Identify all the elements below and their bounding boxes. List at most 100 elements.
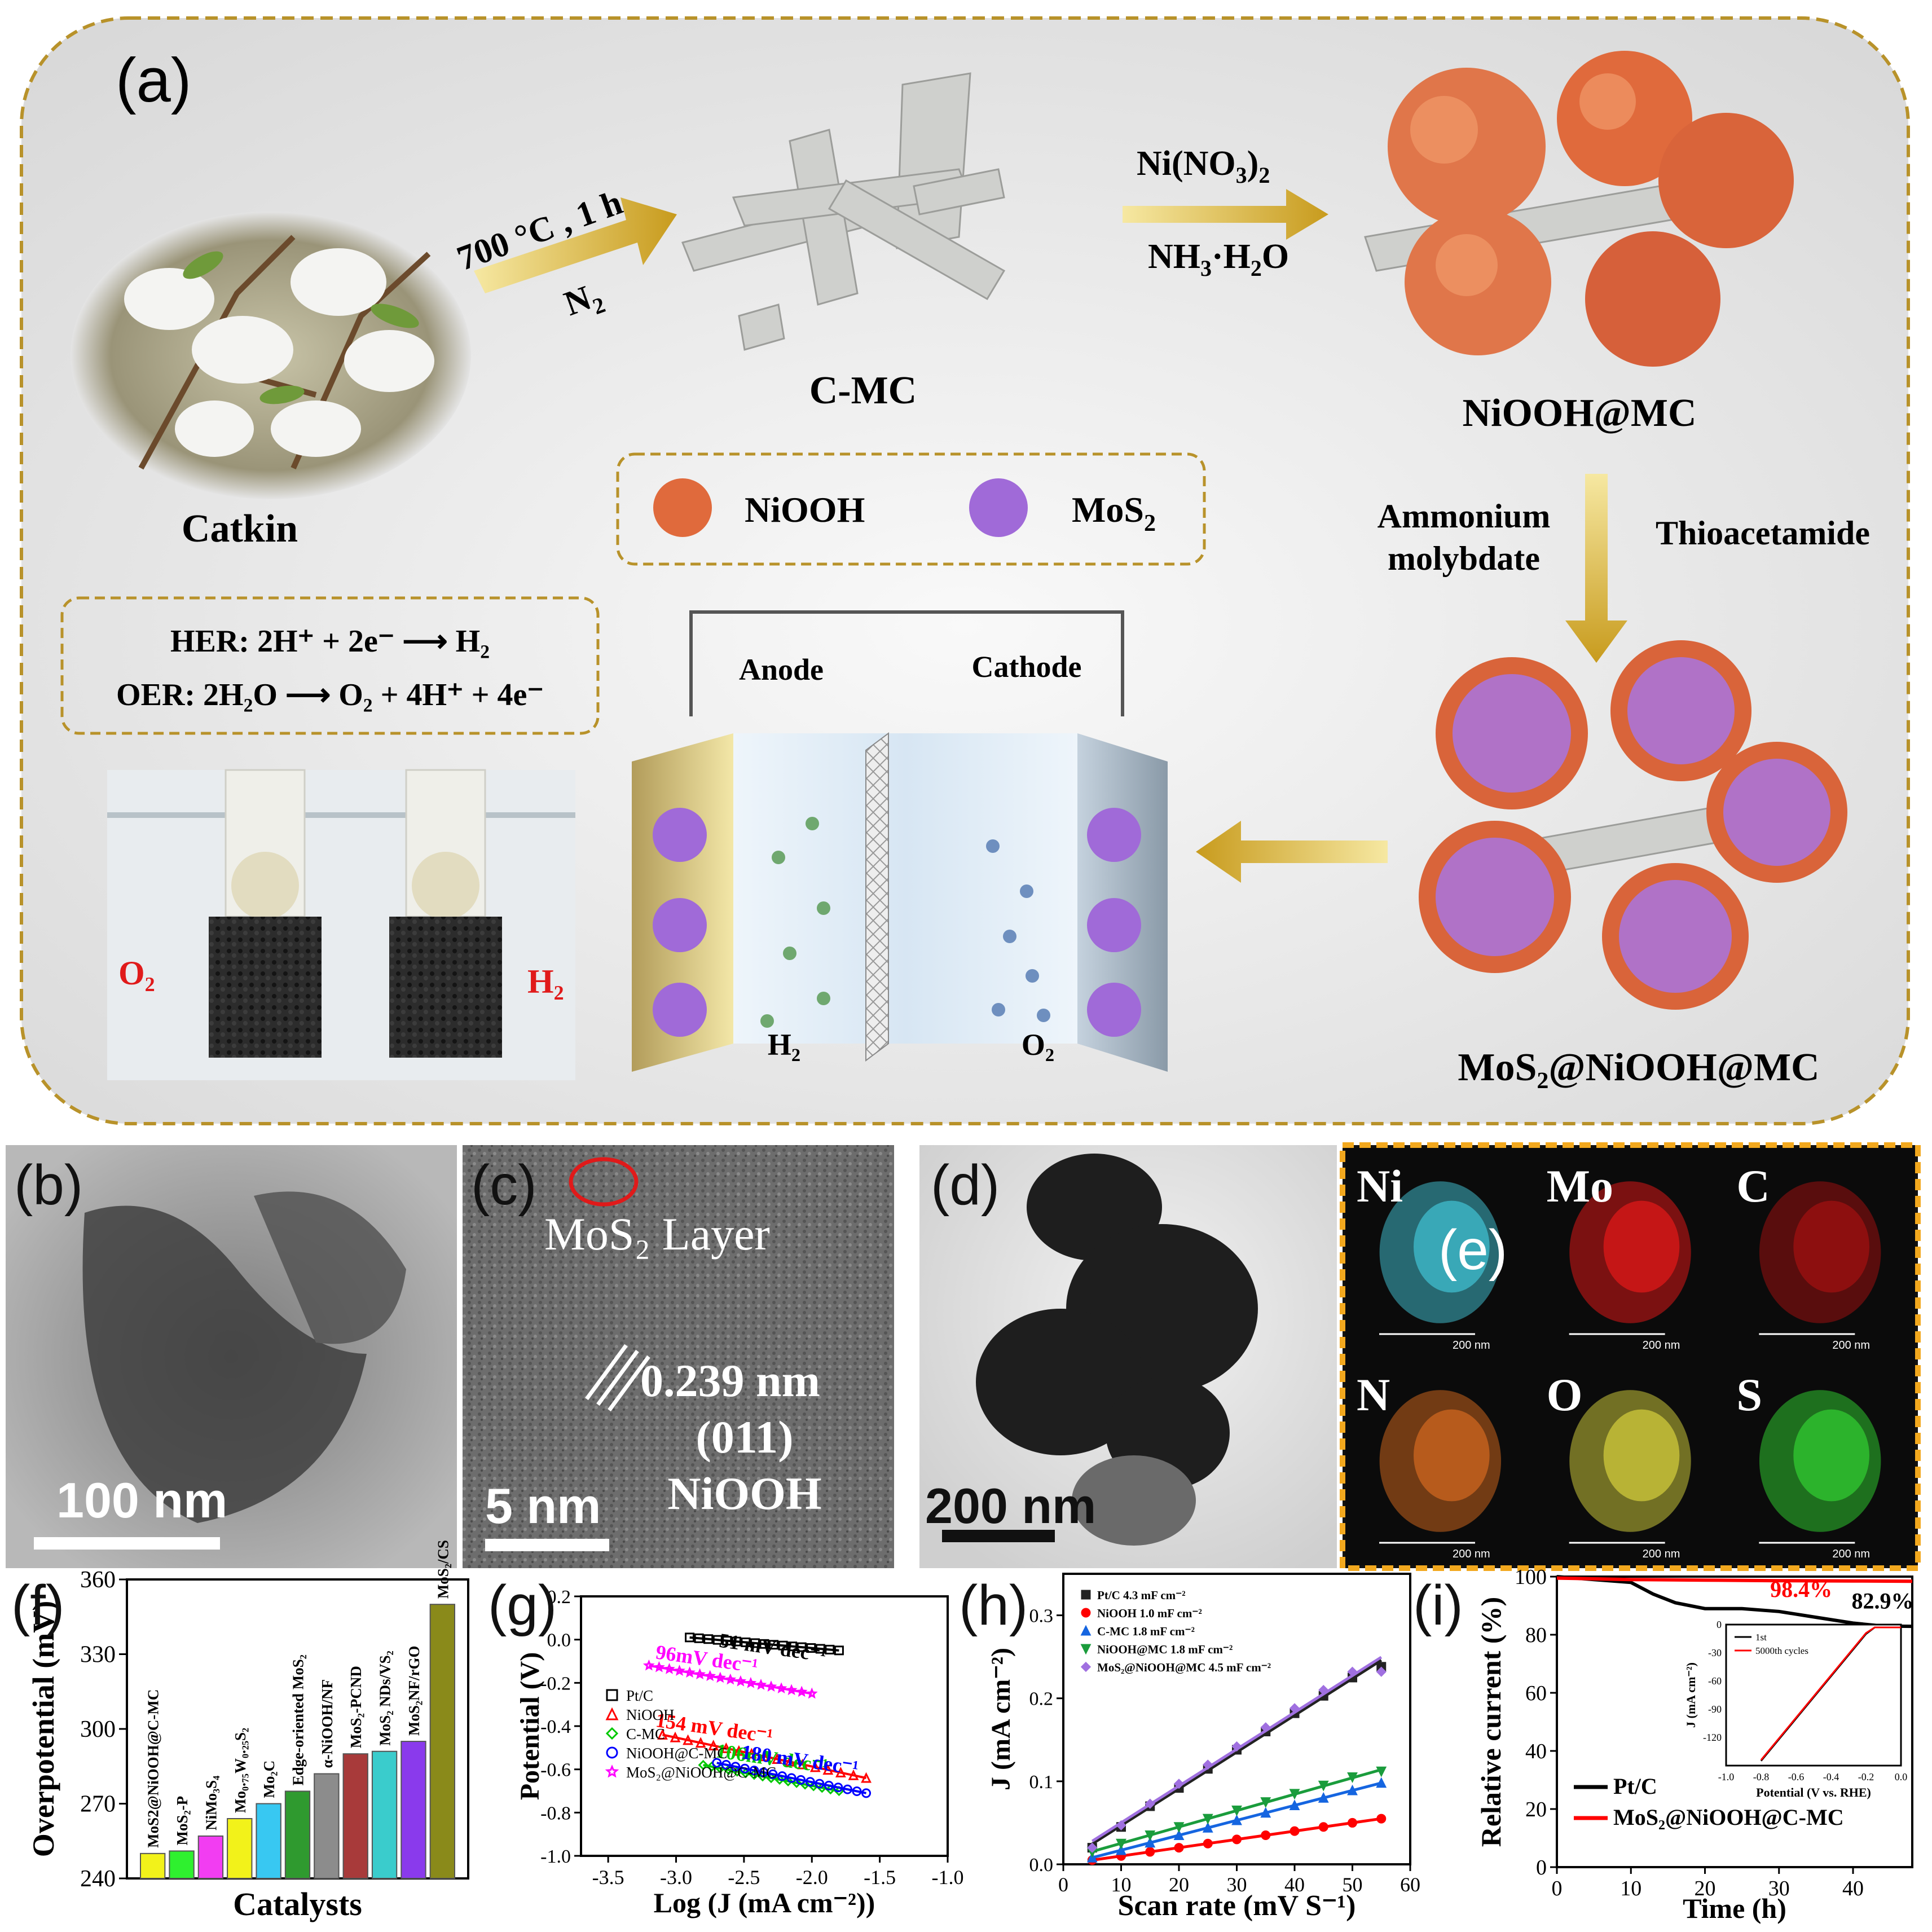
stability-label-ptc: 82.9%: [1852, 1588, 1914, 1614]
eds-element-label: Mo: [1547, 1160, 1613, 1212]
chart-h: 0 10 20 30 40 50 60 0.0 0.1 0.2 0.3 Pt/C 4.3 mF cm⁻…: [986, 1573, 1420, 1922]
inset-x-tick-label: -0.2: [1858, 1771, 1874, 1783]
y-tick-label: 0.3: [1029, 1606, 1054, 1627]
catkin-leaves: [183, 251, 419, 404]
bar: [284, 1790, 311, 1880]
y-tick-label: -1.0: [540, 1846, 571, 1867]
data-point: [1145, 1830, 1156, 1841]
x-tick-label: -1.0: [932, 1866, 964, 1889]
scale-bar-d: [942, 1530, 1055, 1542]
bar: [140, 1852, 166, 1879]
bar: [429, 1604, 455, 1880]
inset-y-tick-label: -90: [1708, 1704, 1722, 1715]
thioacetamide-label: Thioacetamide: [1656, 514, 1870, 552]
inset-y-tick-label: -30: [1708, 1647, 1722, 1658]
bar-category-label: MoS₂-PCND: [347, 1666, 364, 1748]
legend-marker: [606, 1689, 618, 1701]
data-point: [1231, 1741, 1242, 1752]
data-point: [698, 1759, 708, 1771]
y-tick-label: 0.0: [1029, 1855, 1054, 1876]
niooh-mc-label: NiOOH@MC: [1462, 391, 1696, 435]
y-tick-label: 0.2: [547, 1587, 571, 1608]
legend-marker: [1081, 1608, 1091, 1618]
data-point: [1261, 1830, 1271, 1840]
tem-d-particles: [976, 1154, 1258, 1546]
x-tick-label: 40: [1284, 1873, 1305, 1896]
eds-scale-label: 200 nm: [1453, 1339, 1490, 1352]
lattice-fringe-marker: [585, 1344, 650, 1412]
panel-g-label: (g): [488, 1574, 557, 1637]
bar: [227, 1818, 253, 1879]
oer-equation: OER: 2H₂O ⟶ O₂ + 4H⁺ + 4e⁻: [116, 677, 544, 712]
x-tick-label: 40: [1842, 1877, 1864, 1900]
bar-category-label: MoS₂NF/rGO: [406, 1646, 423, 1736]
data-point: [1347, 1666, 1358, 1677]
scale-c: 5 nm: [485, 1478, 601, 1534]
bar-category-label: MoS₂-P: [174, 1796, 191, 1846]
data-point: [1116, 1820, 1126, 1830]
legend-label: Pt/C 4.3 mF cm⁻²: [1097, 1588, 1186, 1602]
fit-line: [689, 1636, 839, 1652]
chart-f: 240 270 300 330 360 MoS2@NiOOH@C-MC MoS₂-P NiMo…: [27, 1540, 469, 1922]
data-point: [1318, 1792, 1329, 1803]
data-point: [1202, 1821, 1213, 1833]
inset-x-tick-label: 0.0: [1895, 1771, 1908, 1783]
mos2-layer-label: MoS₂ Layer: [544, 1208, 770, 1260]
molybdate-label: molybdate: [1388, 540, 1540, 577]
data-point: [1116, 1838, 1126, 1850]
series-line: [1556, 1575, 1913, 1629]
x-tick-label: -2.5: [728, 1866, 760, 1889]
x-axis-label: Log (J (mA cm⁻²)): [654, 1887, 875, 1918]
data-point: [1145, 1837, 1156, 1848]
panel-b: (b) 100 nm: [6, 1145, 457, 1568]
electrolysis-cell: [632, 610, 1168, 1072]
x-tick-label: 0: [1058, 1873, 1068, 1896]
y-tick-label: 330: [80, 1642, 116, 1668]
y-tick-label: 270: [80, 1792, 116, 1817]
data-point: [1232, 1834, 1242, 1845]
fit-line: [662, 1733, 866, 1779]
inset-y-tick-label: -120: [1703, 1732, 1722, 1743]
catkin-label: Catkin: [182, 507, 298, 551]
x-axis-label: Time (h): [1683, 1893, 1786, 1924]
x-tick-label: 20: [1169, 1873, 1189, 1896]
scale-bar-c: [485, 1539, 609, 1551]
y-tick-label: 60: [1525, 1682, 1547, 1705]
y-tick-label: 80: [1525, 1623, 1547, 1647]
legend-marker: [605, 1764, 619, 1778]
cell-h2-label: H₂: [768, 1028, 800, 1062]
y-tick-label: 240: [80, 1866, 116, 1892]
legend-label: MoS₂@NiOOH@MC 4.5 mF cm⁻²: [1097, 1661, 1271, 1674]
eds-scale-label: 200 nm: [1643, 1339, 1680, 1352]
data-point: [1318, 1684, 1329, 1696]
eds-element-label: Ni: [1357, 1160, 1403, 1212]
data-point: [1289, 1703, 1300, 1714]
her-equation: HER: 2H⁺ + 2e⁻ ⟶ H₂: [170, 624, 490, 659]
panel-d: (d) 200 nm: [919, 1145, 1337, 1568]
inset-legend-label: 1st: [1755, 1632, 1767, 1643]
y-tick-label: 0.0: [547, 1630, 571, 1651]
scale-d: 200 nm: [925, 1478, 1096, 1534]
data-point: [1289, 1789, 1300, 1800]
bar-category-label: α-NiOOH/NF: [319, 1679, 336, 1768]
eds-signal-core: [1603, 1200, 1680, 1293]
y-tick-label: 100: [1515, 1565, 1547, 1589]
panel-c-label: (c): [471, 1154, 537, 1217]
x-tick-label: 30: [1227, 1873, 1247, 1896]
inset-x-tick-label: -0.8: [1753, 1771, 1770, 1783]
legend-label: MoS₂@NiOOH@C-MC: [1613, 1805, 1844, 1830]
arrow-carbonize: [474, 197, 677, 293]
arrow-ni-deposition: [1123, 189, 1328, 240]
legend-mos2: MoS2: [1072, 490, 1156, 536]
inset-y-axis-label: J (mA cm⁻²): [1684, 1662, 1698, 1728]
photo-o2-label: O₂: [118, 954, 155, 992]
data-point: [1116, 1844, 1126, 1855]
c-mc-label: C-MC: [809, 369, 917, 412]
legend-marker: [606, 1746, 618, 1759]
cathode-label: Cathode: [971, 650, 1081, 684]
eds-scale-label: 200 nm: [1453, 1548, 1490, 1560]
data-point: [1376, 1666, 1387, 1677]
eds-element-label: O: [1547, 1369, 1583, 1420]
y-tick-label: 0.2: [1029, 1689, 1054, 1710]
data-point: [1260, 1722, 1271, 1733]
